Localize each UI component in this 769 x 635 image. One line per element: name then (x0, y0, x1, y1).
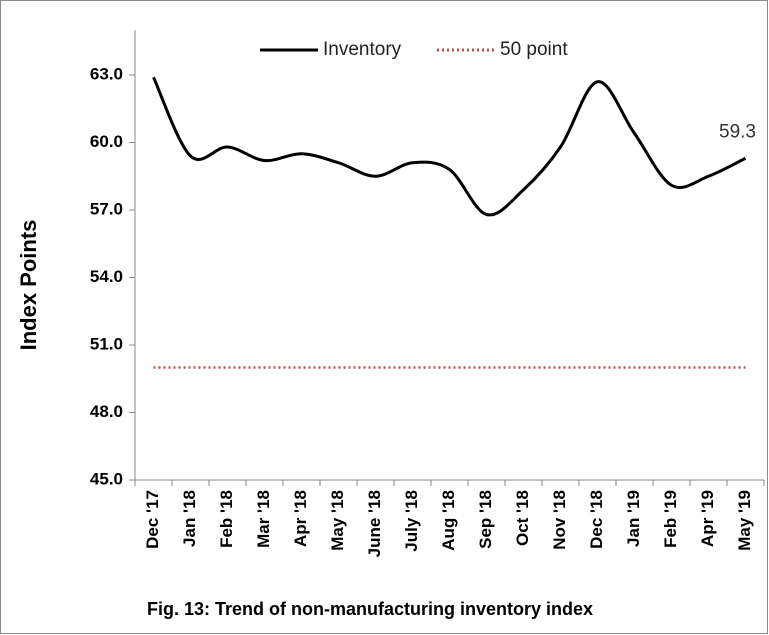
y-tick-label: 48.0 (90, 402, 123, 421)
x-tick-label: June '18 (365, 490, 384, 557)
x-tick-label: Apr '19 (698, 490, 717, 547)
x-tick-label: Dec '17 (143, 490, 162, 549)
y-tick-label: 57.0 (90, 199, 123, 218)
caption: Fig. 13: Trend of non-manufacturing inve… (147, 599, 593, 619)
y-axis-label: Index Points (16, 220, 41, 351)
x-tick-label: Feb '18 (217, 490, 236, 548)
x-tick-label: May '19 (735, 490, 754, 551)
x-tick-label: Mar '18 (254, 490, 273, 548)
x-tick-label: Apr '18 (291, 490, 310, 547)
x-tick-label: Sep '18 (476, 490, 495, 549)
x-tick-label: Jan '18 (180, 490, 199, 547)
data-label: 59.3 (719, 121, 756, 142)
y-tick-label: 51.0 (90, 334, 123, 353)
y-tick-label: 45.0 (90, 469, 123, 488)
x-tick-label: Aug '18 (439, 490, 458, 551)
series-line (152, 76, 747, 217)
x-tick-label: Oct '18 (513, 490, 532, 546)
x-tick-label: May '18 (328, 490, 347, 551)
x-tick-label: Dec '18 (587, 490, 606, 549)
x-tick-label: Jan '19 (624, 490, 643, 547)
y-tick-label: 54.0 (90, 267, 123, 286)
x-tick-label: Feb '19 (661, 490, 680, 548)
legend-label: Inventory (323, 39, 402, 60)
y-tick-label: 60.0 (90, 132, 123, 151)
legend-label: 50 point (500, 39, 568, 60)
y-tick-label: 63.0 (90, 64, 123, 83)
x-tick-label: July '18 (402, 490, 421, 552)
x-tick-label: Nov '18 (550, 490, 569, 550)
